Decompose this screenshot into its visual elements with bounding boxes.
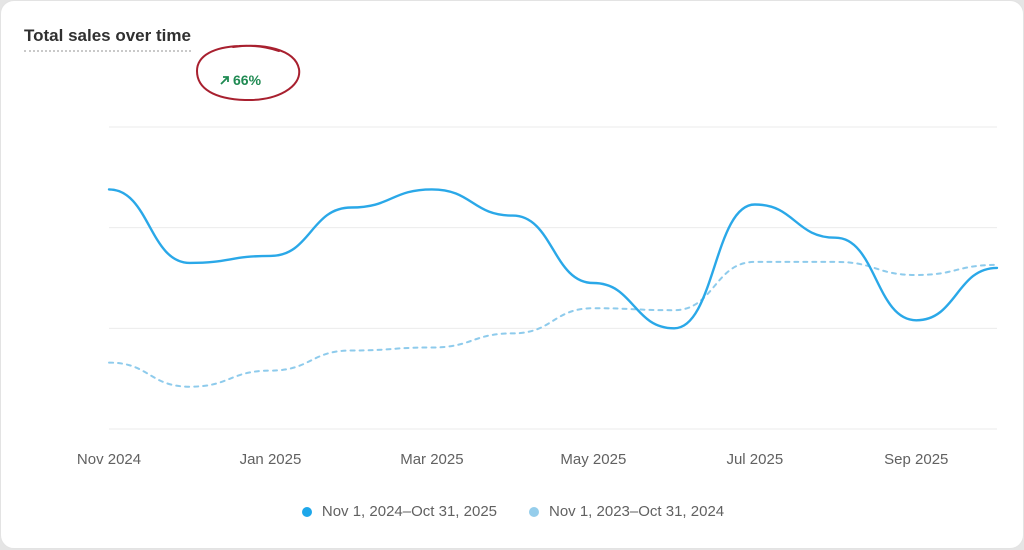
x-tick-label: Jan 2025: [239, 451, 302, 468]
hand-drawn-circle-annotation: [195, 44, 301, 102]
series-line-previous-period[interactable]: [108, 260, 998, 388]
chart-legend: Nov 1, 2024–Oct 31, 2025 Nov 1, 2023–Oct…: [1, 503, 1024, 520]
trend-percentage: 66%: [233, 72, 262, 88]
legend-dot-current: [301, 506, 312, 517]
arrow-up-right-icon: [219, 75, 230, 86]
chart-title[interactable]: Total sales over time: [24, 26, 191, 52]
series-line-current-period[interactable]: [107, 188, 999, 330]
chart-series: [107, 188, 999, 388]
legend-item-previous-period[interactable]: Nov 1, 2023–Oct 31, 2024: [529, 503, 724, 520]
x-tick-label: Mar 2025: [400, 451, 464, 468]
x-tick-label: Jul 2025: [726, 451, 784, 468]
x-tick-label: May 2025: [560, 451, 627, 468]
legend-label-current: Nov 1, 2024–Oct 31, 2025: [321, 503, 497, 520]
legend-label-previous: Nov 1, 2023–Oct 31, 2024: [549, 503, 725, 520]
legend-dot-previous: [529, 506, 539, 517]
x-tick-label: Nov 2024: [76, 451, 142, 468]
x-tick-label: Sep 2025: [884, 451, 949, 468]
chart-gridlines: [109, 126, 997, 430]
sales-trend-indicator: 66%: [219, 72, 261, 88]
legend-item-current-period[interactable]: Nov 1, 2024–Oct 31, 2025: [301, 503, 497, 520]
